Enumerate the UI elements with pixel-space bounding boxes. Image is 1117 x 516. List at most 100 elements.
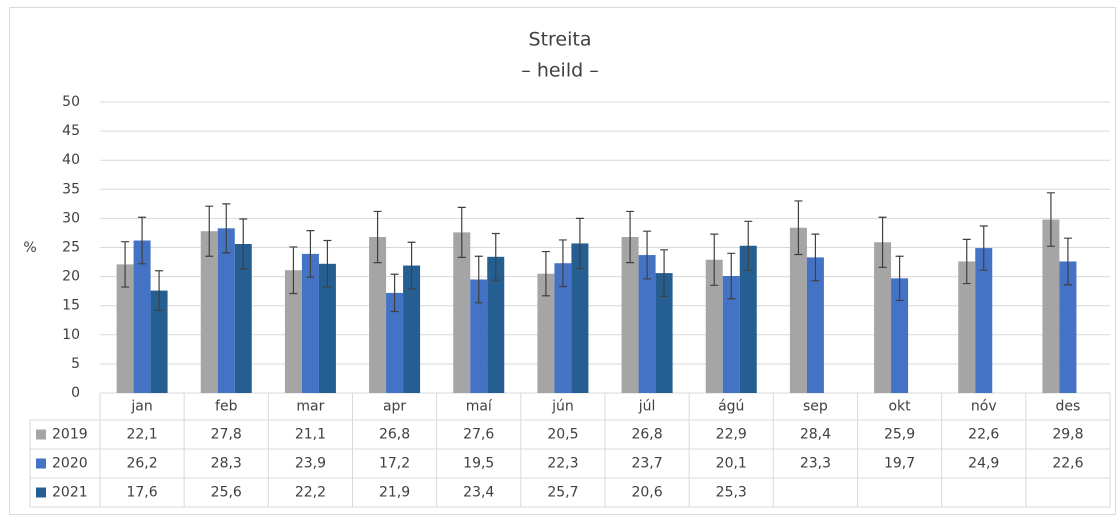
error-bar [643, 230, 652, 280]
legend-swatch [36, 458, 46, 469]
error-bar [306, 230, 315, 278]
error-bar [1063, 237, 1072, 286]
error-bar [626, 210, 635, 264]
chart-subtitle: – heild – [521, 60, 598, 82]
error-bar [138, 216, 147, 265]
x-tick-label: jan [130, 399, 152, 415]
error-bar [289, 246, 298, 295]
legend-swatch [36, 429, 46, 440]
y-tick-label: 0 [71, 385, 80, 401]
error-bar [979, 225, 988, 271]
table-cell: 22,6 [1052, 456, 1083, 472]
table-cell: 24,9 [968, 456, 999, 472]
error-bar [121, 241, 130, 288]
error-bar [1046, 192, 1055, 247]
table-cell: 26,2 [126, 456, 157, 472]
table-cell: 25,7 [547, 485, 578, 501]
y-axis-label: % [23, 240, 36, 256]
legend-swatch [36, 487, 46, 498]
table-cell: 19,5 [463, 456, 494, 472]
x-tick-label: maí [466, 399, 493, 415]
bar [116, 264, 134, 393]
x-tick-label: okt [888, 399, 911, 415]
x-tick-label: jún [551, 399, 574, 415]
table-cell: 27,6 [463, 427, 494, 443]
x-tick-label: ágú [718, 399, 744, 415]
bar [234, 244, 252, 393]
table-cell: 20,6 [631, 485, 662, 501]
x-tick-label: júl [638, 399, 656, 415]
error-bar [575, 217, 584, 270]
error-bar [222, 203, 231, 254]
bar [571, 243, 589, 393]
table-cell: 23,9 [295, 456, 326, 472]
legend-label: 2020 [52, 456, 88, 472]
x-tick-label: apr [383, 399, 406, 415]
bar [638, 255, 656, 393]
x-tick-label: des [1056, 399, 1081, 415]
y-tick-label: 40 [62, 152, 80, 168]
bar [958, 261, 976, 393]
table-cell: 25,9 [884, 427, 915, 443]
bar [806, 257, 824, 393]
error-bar [962, 238, 971, 285]
error-bar [239, 218, 248, 270]
table-cell: 26,8 [379, 427, 410, 443]
bar [487, 256, 505, 393]
error-bar [457, 206, 466, 258]
table-cell: 23,4 [463, 485, 494, 501]
table-cell: 22,9 [716, 427, 747, 443]
table-cell: 17,2 [379, 456, 410, 472]
y-tick-label: 25 [62, 240, 80, 256]
table-cell: 23,3 [800, 456, 831, 472]
bar [621, 237, 639, 393]
bar [874, 242, 892, 393]
y-tick-label: 5 [71, 356, 80, 372]
error-bar [660, 249, 669, 297]
y-tick-label: 20 [62, 269, 80, 285]
bar [133, 240, 151, 393]
table-cell: 23,7 [631, 456, 662, 472]
table-cell: 22,2 [295, 485, 326, 501]
y-tick-label: 50 [62, 94, 80, 110]
error-bar [373, 210, 382, 264]
table-cell: 22,6 [968, 427, 999, 443]
chart-title: Streita [529, 29, 592, 51]
y-tick-label: 45 [62, 123, 80, 139]
y-tick-label: 10 [62, 327, 80, 343]
bar [975, 248, 993, 393]
error-bar [811, 233, 820, 282]
bar [150, 290, 168, 393]
table-cell: 25,3 [716, 485, 747, 501]
y-tick-label: 35 [62, 181, 80, 197]
table-cell: 22,3 [547, 456, 578, 472]
bar [217, 228, 235, 393]
bar [200, 231, 218, 393]
bar [301, 253, 319, 393]
bar [705, 259, 723, 393]
error-bar [794, 200, 803, 256]
error-bar [390, 273, 399, 313]
table-cell: 22,1 [126, 427, 157, 443]
bar [318, 263, 336, 393]
x-tick-label: nóv [971, 399, 997, 415]
bar [403, 265, 421, 393]
bar [554, 263, 572, 393]
bar [1059, 261, 1077, 393]
bar [284, 270, 302, 393]
bar [537, 273, 555, 393]
table-cell: 20,1 [716, 456, 747, 472]
error-bar [155, 270, 164, 311]
error-bar [878, 216, 887, 268]
bar [722, 276, 740, 393]
table-cell: 17,6 [126, 485, 157, 501]
error-bar [205, 205, 214, 257]
x-tick-label: feb [215, 399, 238, 415]
table-cell: 28,3 [211, 456, 242, 472]
error-bar [407, 241, 416, 290]
table-cell: 19,7 [884, 456, 915, 472]
table-cell: 29,8 [1052, 427, 1083, 443]
bar [369, 237, 387, 393]
legend-label: 2019 [52, 427, 88, 443]
